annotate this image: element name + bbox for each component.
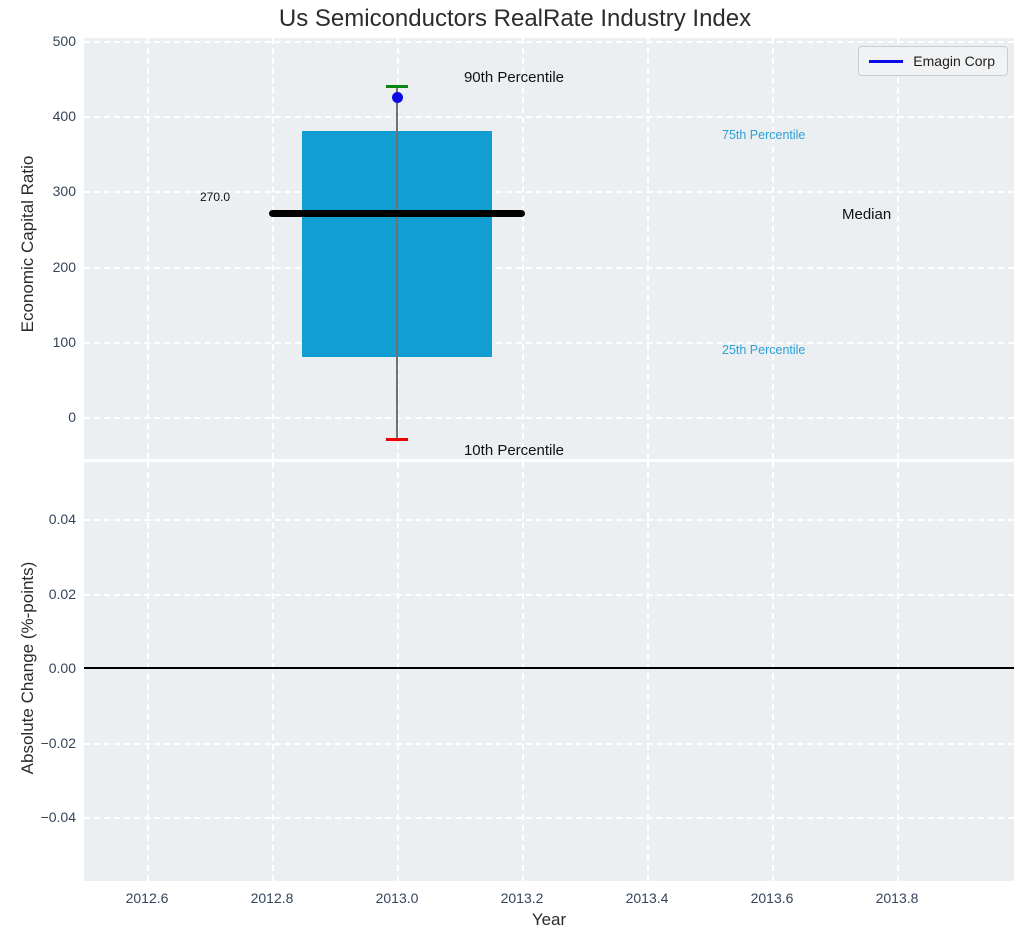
gridline-horizontal <box>84 742 1014 745</box>
x-tick-label: 2012.8 <box>250 890 294 906</box>
whisker-cap-10th <box>386 438 408 442</box>
x-axis-label: Year <box>531 910 567 929</box>
gridline-vertical <box>147 462 149 881</box>
y-tick-label: 0.02 <box>48 585 76 602</box>
annotation-median-value: 270.0 <box>200 190 231 204</box>
gridline-vertical <box>897 462 899 881</box>
x-tick-label: 2013.8 <box>875 890 919 906</box>
gridline-vertical <box>772 38 774 459</box>
gridline-vertical <box>147 38 149 459</box>
y-tick-label: 500 <box>52 33 76 49</box>
x-tick-label: 2013.6 <box>750 890 794 906</box>
gridline-horizontal <box>84 593 1014 596</box>
annotation-25th-percentile: 25th Percentile <box>722 343 806 357</box>
company-point <box>391 91 403 103</box>
gridline-vertical <box>522 462 524 881</box>
whisker-cap-90th <box>386 84 408 88</box>
gridline-vertical <box>522 38 524 459</box>
y-tick-label: 0.00 <box>48 660 76 676</box>
y-tick-label: 0 <box>68 409 76 425</box>
bottom-axes <box>84 462 1014 881</box>
whisker-line <box>396 86 398 440</box>
annotation-75th-percentile: 75th Percentile <box>722 128 806 142</box>
y-tick-label: 200 <box>52 258 76 275</box>
annotation-median: Median <box>842 206 892 223</box>
annotation-10th-percentile: 10th Percentile <box>463 442 565 459</box>
y-tick-label: 0.04 <box>48 511 76 527</box>
gridline-vertical <box>397 462 399 881</box>
y-tick-label: 300 <box>52 183 76 200</box>
bottom-y-axis-label: Absolute Change (%-points) <box>18 561 37 775</box>
gridline-vertical <box>647 462 649 881</box>
y-tick-label: −0.04 <box>40 809 76 825</box>
median-line <box>269 210 525 218</box>
legend-line-swatch <box>869 59 904 63</box>
top-axes: 90th Percentile 75th Percentile Median 2… <box>84 38 1014 459</box>
gridline-horizontal <box>84 519 1014 521</box>
top-y-axis-label: Economic Capital Ratio <box>18 155 37 333</box>
chart-title: Us Semiconductors RealRate Industry Inde… <box>278 5 752 32</box>
gridline-vertical <box>272 462 274 881</box>
gridline-vertical <box>647 38 649 459</box>
legend-label: Emagin Corp <box>913 53 995 69</box>
gridline-horizontal <box>84 116 1014 119</box>
gridline-vertical <box>772 462 774 881</box>
y-tick-label: 100 <box>52 333 76 350</box>
x-tick-label: 2012.6 <box>125 890 169 906</box>
y-tick-label: 400 <box>52 108 76 125</box>
legend: Emagin Corp <box>858 46 1008 76</box>
annotation-90th-percentile: 90th Percentile <box>463 69 565 86</box>
x-tick-label: 2013.0 <box>375 890 419 906</box>
y-tick-label: −0.02 <box>40 734 76 751</box>
gridline-horizontal <box>84 817 1014 819</box>
gridline-vertical <box>897 38 899 459</box>
gridline-horizontal <box>84 41 1014 43</box>
zero-line <box>84 667 1014 669</box>
gridline-horizontal <box>84 417 1014 419</box>
x-tick-label: 2013.2 <box>500 890 544 906</box>
gridline-vertical <box>272 38 274 459</box>
gridline-horizontal <box>84 341 1014 344</box>
x-tick-label: 2013.4 <box>625 890 669 906</box>
gridline-horizontal <box>84 266 1014 269</box>
gridline-horizontal <box>84 191 1014 194</box>
